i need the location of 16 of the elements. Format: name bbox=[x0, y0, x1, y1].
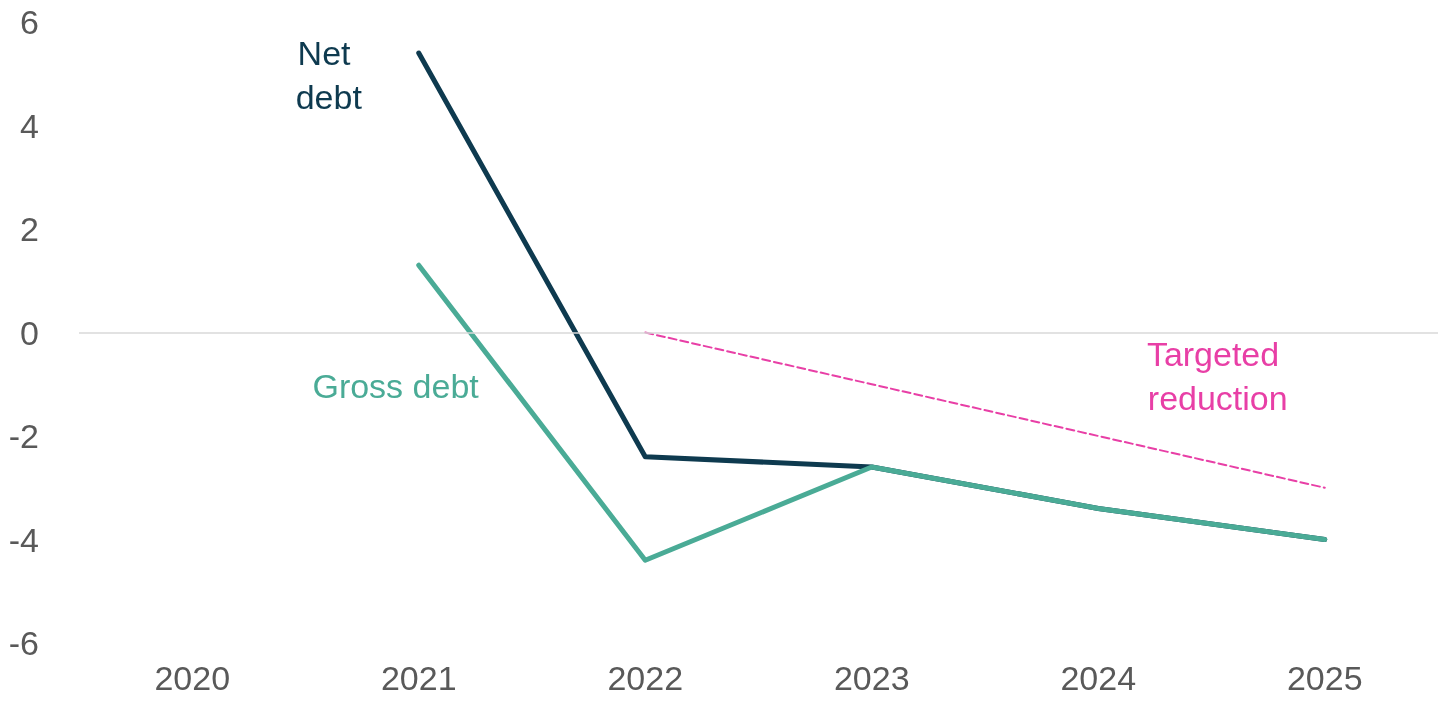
y-tick-label: -6 bbox=[8, 624, 39, 662]
y-tick-label: 2 bbox=[20, 210, 39, 248]
x-tick-label: 2024 bbox=[1060, 659, 1137, 697]
series-label: Targeted reduction bbox=[1146, 334, 1289, 417]
x-tick-label: 2025 bbox=[1286, 659, 1363, 697]
x-tick-label: 2022 bbox=[607, 659, 684, 697]
series-label: Gross debt bbox=[312, 367, 480, 406]
x-tick-label: 2023 bbox=[833, 659, 910, 697]
x-tick-label: 2020 bbox=[154, 659, 231, 697]
y-tick-label: 4 bbox=[20, 106, 39, 145]
y-tick-label: -4 bbox=[8, 520, 39, 559]
y-tick-label: 6 bbox=[20, 3, 39, 41]
y-tick-label: 0 bbox=[20, 313, 39, 352]
x-tick-label: 2021 bbox=[380, 659, 457, 697]
y-tick-label: -2 bbox=[8, 417, 39, 455]
series-label: Net debt bbox=[295, 34, 363, 117]
